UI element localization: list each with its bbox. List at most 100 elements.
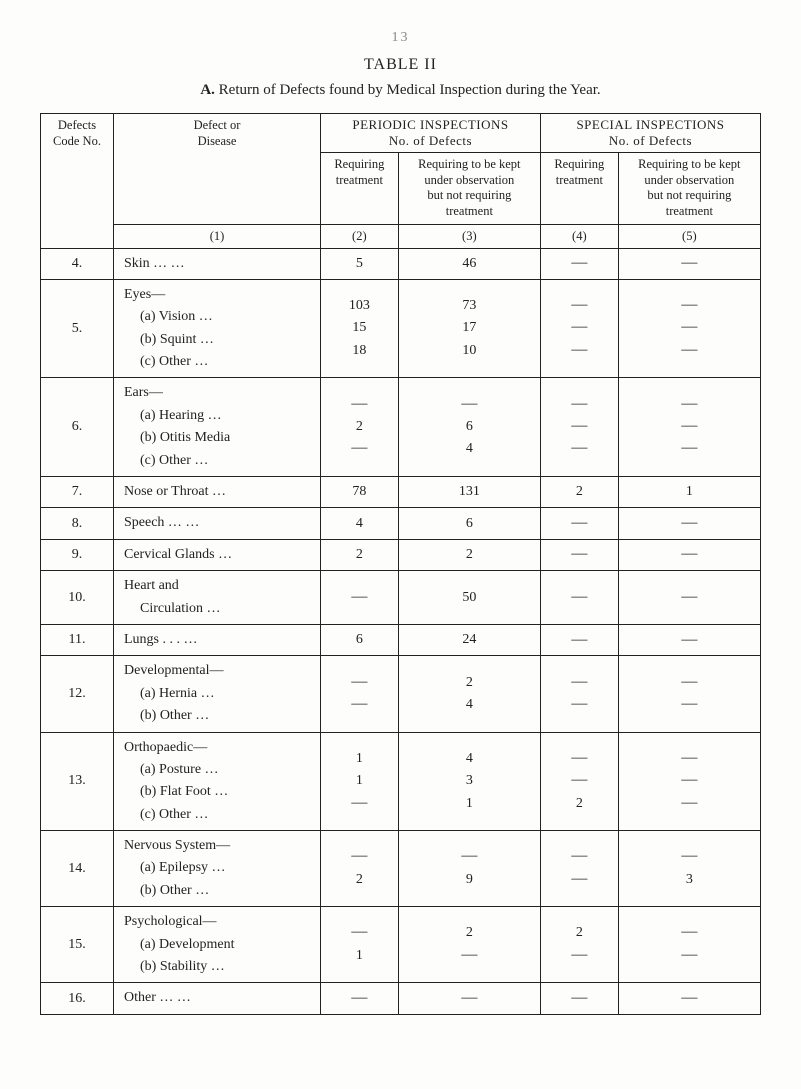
table-row: 4.Skin … …546—— xyxy=(41,248,761,279)
code-cell: 5. xyxy=(41,279,114,378)
table-cell: —— xyxy=(540,831,618,907)
disease-cell: Eyes—(a) Vision …(b) Squint …(c) Other … xyxy=(114,279,321,378)
header-req-treatment-2: Requiring treatment xyxy=(540,153,618,225)
table-cell: 2 xyxy=(321,539,399,570)
table-row: 9.Cervical Glands …22—— xyxy=(41,539,761,570)
table-cell: 50 xyxy=(398,571,540,625)
table-cell: —— xyxy=(321,656,399,732)
header-disease: Defect or Disease xyxy=(114,114,321,225)
table-cell: 2 xyxy=(540,477,618,508)
disease-cell: Nervous System—(a) Epilepsy …(b) Other … xyxy=(114,831,321,907)
table-cell: — xyxy=(321,983,399,1014)
table-row: 10.Heart andCirculation …—50—— xyxy=(41,571,761,625)
table-cell: ——— xyxy=(540,378,618,477)
code-cell: 10. xyxy=(41,571,114,625)
table-cell: 1031518 xyxy=(321,279,399,378)
header-req-treatment-1: Requiring treatment xyxy=(321,153,399,225)
disease-cell: Other … … xyxy=(114,983,321,1014)
table-cell: 5 xyxy=(321,248,399,279)
table-cell: —64 xyxy=(398,378,540,477)
table-cell: 131 xyxy=(398,477,540,508)
disease-cell: Orthopaedic—(a) Posture …(b) Flat Foot …… xyxy=(114,732,321,831)
subtitle-lead: A. xyxy=(200,82,215,98)
disease-cell: Developmental—(a) Hernia …(b) Other … xyxy=(114,656,321,732)
header-code: Defects Code No. xyxy=(41,114,114,249)
table-cell: 431 xyxy=(398,732,540,831)
code-cell: 9. xyxy=(41,539,114,570)
disease-cell: Cervical Glands … xyxy=(114,539,321,570)
code-cell: 8. xyxy=(41,508,114,539)
disease-cell: Lungs . . . … xyxy=(114,624,321,655)
table-body: 4.Skin … …546——5.Eyes—(a) Vision …(b) Sq… xyxy=(41,248,761,1014)
code-cell: 7. xyxy=(41,477,114,508)
table-cell: ——— xyxy=(618,378,760,477)
table-cell: 6 xyxy=(321,624,399,655)
disease-cell: Nose or Throat … xyxy=(114,477,321,508)
disease-cell: Psychological—(a) Development(b) Stabili… xyxy=(114,907,321,983)
code-cell: 11. xyxy=(41,624,114,655)
header-special: SPECIAL INSPECTIONS No. of Defects xyxy=(540,114,760,153)
code-cell: 4. xyxy=(41,248,114,279)
table-row: 8.Speech … …46—— xyxy=(41,508,761,539)
table-cell: — xyxy=(618,539,760,570)
table-cell: 46 xyxy=(398,248,540,279)
colnum-3: (3) xyxy=(398,224,540,248)
table-cell: — xyxy=(540,571,618,625)
table-cell: — xyxy=(618,571,760,625)
code-cell: 15. xyxy=(41,907,114,983)
table-cell: 6 xyxy=(398,508,540,539)
table-cell: 731710 xyxy=(398,279,540,378)
table-cell: — xyxy=(540,508,618,539)
table-cell: 2— xyxy=(540,907,618,983)
code-cell: 6. xyxy=(41,378,114,477)
table-cell: —2 xyxy=(321,831,399,907)
table-row: 13.Orthopaedic—(a) Posture …(b) Flat Foo… xyxy=(41,732,761,831)
table-cell: —1 xyxy=(321,907,399,983)
table-cell: ——— xyxy=(540,279,618,378)
table-cell: — xyxy=(540,983,618,1014)
code-cell: 16. xyxy=(41,983,114,1014)
table-cell: — xyxy=(540,248,618,279)
header-req-kept-1: Requiring to be kept under observation b… xyxy=(398,153,540,225)
colnum-4: (4) xyxy=(540,224,618,248)
table-row: 16.Other … …———— xyxy=(41,983,761,1014)
table-subtitle: A. Return of Defects found by Medical In… xyxy=(40,82,761,99)
table-cell: — xyxy=(618,508,760,539)
code-cell: 12. xyxy=(41,656,114,732)
table-row: 12.Developmental—(a) Hernia …(b) Other …… xyxy=(41,656,761,732)
table-cell: 24 xyxy=(398,656,540,732)
table-title: TABLE II xyxy=(40,56,761,74)
table-cell: — xyxy=(618,624,760,655)
subtitle-text: Return of Defects found by Medical Inspe… xyxy=(219,82,601,98)
table-row: 11.Lungs . . . …624—— xyxy=(41,624,761,655)
disease-cell: Speech … … xyxy=(114,508,321,539)
table-cell: ——— xyxy=(618,279,760,378)
code-cell: 14. xyxy=(41,831,114,907)
table-row: 5.Eyes—(a) Vision …(b) Squint …(c) Other… xyxy=(41,279,761,378)
defects-table: Defects Code No. Defect or Disease PERIO… xyxy=(40,113,761,1015)
table-row: 15.Psychological—(a) Development(b) Stab… xyxy=(41,907,761,983)
code-cell: 13. xyxy=(41,732,114,831)
page-number: 13 xyxy=(40,30,761,46)
table-cell: —— xyxy=(540,656,618,732)
table-cell: — xyxy=(540,624,618,655)
disease-cell: Ears—(a) Hearing …(b) Otitis Media(c) Ot… xyxy=(114,378,321,477)
table-cell: ——2 xyxy=(540,732,618,831)
table-row: 6.Ears—(a) Hearing …(b) Otitis Media(c) … xyxy=(41,378,761,477)
table-cell: —— xyxy=(618,656,760,732)
table-cell: ——— xyxy=(618,732,760,831)
table-cell: — xyxy=(540,539,618,570)
table-cell: 1 xyxy=(618,477,760,508)
table-cell: 78 xyxy=(321,477,399,508)
table-cell: 4 xyxy=(321,508,399,539)
disease-cell: Skin … … xyxy=(114,248,321,279)
table-cell: —9 xyxy=(398,831,540,907)
table-cell: 2— xyxy=(398,907,540,983)
table-cell: —— xyxy=(618,907,760,983)
table-cell: —2— xyxy=(321,378,399,477)
colnum-5: (5) xyxy=(618,224,760,248)
table-row: 14.Nervous System—(a) Epilepsy …(b) Othe… xyxy=(41,831,761,907)
disease-cell: Heart andCirculation … xyxy=(114,571,321,625)
header-req-kept-2: Requiring to be kept under observation b… xyxy=(618,153,760,225)
table-cell: — xyxy=(618,248,760,279)
